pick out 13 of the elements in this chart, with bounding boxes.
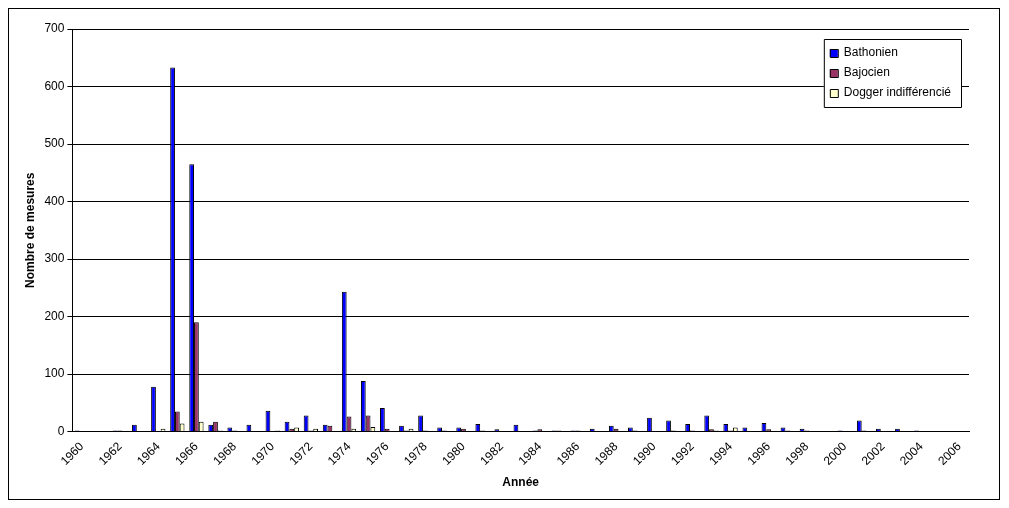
y-tick-label: 400 (44, 193, 65, 208)
y-tick-label: 600 (44, 78, 65, 93)
y-tick-label: 700 (44, 21, 65, 36)
x-axis-title: Année (502, 475, 540, 490)
legend-label: Bathonien (843, 45, 898, 60)
y-tick-label: 500 (44, 136, 65, 151)
legend-label: Dogger indifférencié (843, 85, 952, 100)
y-tick-label: 0 (57, 423, 65, 438)
y-tick-label: 100 (44, 366, 65, 381)
y-tick-label: 300 (44, 251, 65, 266)
y-tick-label: 200 (44, 308, 65, 323)
legend-label: Bajocien (843, 65, 890, 80)
y-axis-title: Nombre de mesures (22, 172, 37, 288)
